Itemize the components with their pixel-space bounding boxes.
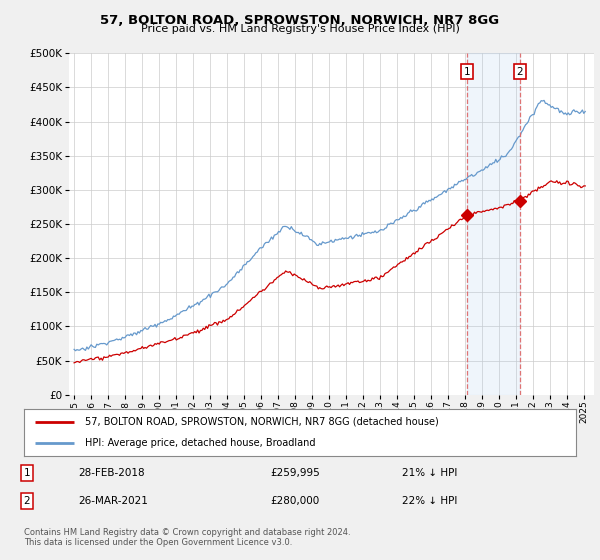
Text: 28-FEB-2018: 28-FEB-2018 [78, 468, 145, 478]
Text: 2: 2 [23, 496, 31, 506]
Text: 57, BOLTON ROAD, SPROWSTON, NORWICH, NR7 8GG (detached house): 57, BOLTON ROAD, SPROWSTON, NORWICH, NR7… [85, 417, 439, 427]
Text: 22% ↓ HPI: 22% ↓ HPI [402, 496, 457, 506]
Text: 1: 1 [464, 67, 470, 77]
Text: 1: 1 [23, 468, 31, 478]
Text: 57, BOLTON ROAD, SPROWSTON, NORWICH, NR7 8GG: 57, BOLTON ROAD, SPROWSTON, NORWICH, NR7… [100, 14, 500, 27]
Text: £259,995: £259,995 [270, 468, 320, 478]
Bar [467, 53, 520, 395]
Text: Price paid vs. HM Land Registry's House Price Index (HPI): Price paid vs. HM Land Registry's House … [140, 24, 460, 34]
Text: 2: 2 [517, 67, 523, 77]
Text: Contains HM Land Registry data © Crown copyright and database right 2024.
This d: Contains HM Land Registry data © Crown c… [24, 528, 350, 547]
Text: 26-MAR-2021: 26-MAR-2021 [78, 496, 148, 506]
Text: 21% ↓ HPI: 21% ↓ HPI [402, 468, 457, 478]
Text: £280,000: £280,000 [270, 496, 319, 506]
Text: HPI: Average price, detached house, Broadland: HPI: Average price, detached house, Broa… [85, 438, 315, 448]
